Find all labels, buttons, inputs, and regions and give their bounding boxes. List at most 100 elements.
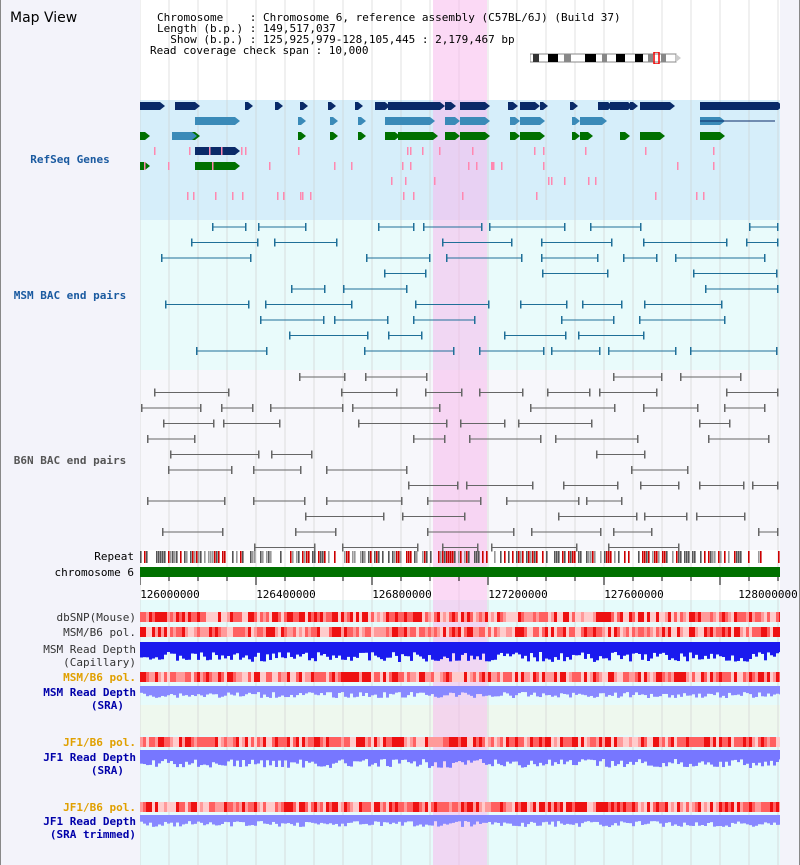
pol-cell	[527, 627, 530, 637]
pol-cell	[671, 612, 674, 622]
pol-cell	[620, 612, 623, 622]
pol-cell	[431, 802, 434, 812]
depth-bar	[662, 642, 665, 653]
depth-bar	[305, 815, 308, 822]
left-border	[0, 0, 1, 865]
pol-cell	[608, 672, 611, 682]
pol-cell	[470, 737, 473, 747]
snp-mark	[405, 177, 407, 185]
pol-cell	[560, 802, 563, 812]
bac-end	[334, 316, 336, 324]
pol-cell	[251, 627, 254, 637]
chromosome-ideogram[interactable]	[530, 52, 682, 64]
depth-bar	[458, 642, 461, 661]
pol-cell	[320, 802, 323, 812]
pol-cell	[389, 737, 392, 747]
pol-cell	[293, 672, 296, 682]
pol-cell	[413, 737, 416, 747]
depth-bar	[206, 750, 209, 766]
bac-end	[460, 419, 462, 428]
pol-cell	[485, 627, 488, 637]
pol-cell	[761, 612, 764, 622]
pol-cell	[737, 737, 740, 747]
depth-bar	[755, 815, 758, 826]
depth-bar	[419, 686, 422, 693]
bac-end	[543, 347, 545, 355]
depth-bar	[272, 686, 275, 693]
depth-bar	[743, 642, 746, 662]
repeat-mark	[518, 551, 520, 563]
pol-cell	[692, 672, 695, 682]
bac-end	[687, 466, 689, 474]
depth-bar	[650, 815, 653, 822]
bac-end	[196, 347, 198, 355]
depth-bar	[311, 750, 314, 762]
repeat-mark	[378, 551, 380, 563]
length-info: Length (b.p.) : 149,517,037	[157, 22, 336, 35]
pol-cell	[569, 612, 572, 622]
depth-bar	[773, 642, 776, 657]
gene-exon	[460, 102, 485, 110]
pol-cell	[284, 627, 287, 637]
pol-cell	[728, 737, 731, 747]
pol-cell	[476, 737, 479, 747]
pol-cell	[227, 737, 230, 747]
depth-bar	[545, 815, 548, 822]
bac-end	[643, 404, 645, 412]
depth-bar	[356, 642, 359, 658]
depth-bar	[761, 642, 764, 654]
depth-bar	[596, 750, 599, 766]
depth-bar	[476, 686, 479, 695]
pol-cell	[515, 737, 518, 747]
gene-arrow	[485, 117, 490, 125]
depth-bar	[152, 642, 155, 659]
pol-cell	[146, 802, 149, 812]
pol-cell	[551, 612, 554, 622]
depth-bar	[248, 686, 251, 693]
pol-cell	[467, 802, 470, 812]
depth-bar	[479, 642, 482, 660]
depth-bar	[551, 642, 554, 662]
pol-cell	[713, 737, 716, 747]
chromosome-bar[interactable]	[140, 567, 780, 577]
depth-bar	[251, 750, 254, 760]
pol-cell	[716, 672, 719, 682]
repeat-mark	[414, 551, 416, 563]
depth-bar	[200, 815, 203, 823]
depth-bar	[332, 642, 335, 656]
repeat-mark	[654, 551, 656, 563]
gene-exon	[330, 117, 333, 125]
pol-cell	[170, 672, 173, 682]
depth-bar	[737, 750, 740, 763]
pol-cell	[419, 737, 422, 747]
bac-end	[708, 435, 710, 443]
pol-cell	[542, 802, 545, 812]
repeat-mark	[736, 551, 738, 563]
repeat-track[interactable]	[140, 551, 780, 564]
msm-b6-pol-label-2: MSM/B6 pol.	[63, 671, 136, 684]
depth-bar	[194, 815, 197, 824]
depth-bar	[593, 815, 596, 822]
pol-cell	[602, 737, 605, 747]
depth-bar	[437, 815, 440, 827]
pol-cell	[440, 672, 443, 682]
repeat-mark	[424, 551, 426, 563]
pol-cell	[611, 737, 614, 747]
pol-cell	[419, 612, 422, 622]
bac-end	[743, 481, 745, 490]
depth-bar	[638, 642, 641, 654]
snp-mark	[241, 147, 243, 155]
bac-end	[165, 300, 167, 309]
repeat-mark	[564, 551, 566, 563]
feature-tracks[interactable]	[140, 95, 780, 555]
pol-cell	[662, 627, 665, 637]
depth-tracks[interactable]	[140, 600, 780, 845]
pol-cell	[620, 627, 623, 637]
depth-bar	[419, 815, 422, 825]
pol-cell	[713, 672, 716, 682]
depth-bar	[539, 815, 542, 826]
pol-cell	[599, 672, 602, 682]
pol-cell	[278, 672, 281, 682]
gene-exon	[445, 132, 455, 140]
gene-exon	[195, 162, 235, 170]
